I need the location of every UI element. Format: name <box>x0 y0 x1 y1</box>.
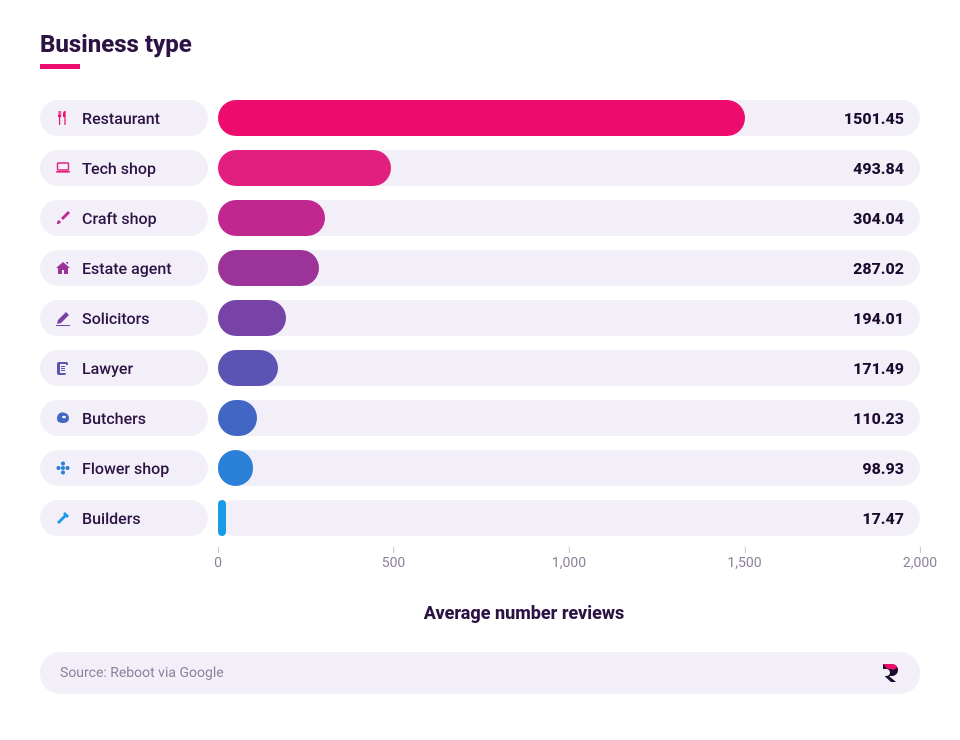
category-label: Tech shop <box>82 159 156 178</box>
axis-tick: 1,500 <box>727 549 761 571</box>
value-label: 493.84 <box>853 159 904 178</box>
axis-tick-label: 0 <box>214 555 222 571</box>
bar-fill <box>218 500 226 536</box>
x-axis-label: Average number reviews <box>128 603 920 624</box>
category-label: Butchers <box>82 409 146 428</box>
bar-fill <box>218 450 253 486</box>
title-underline <box>40 64 80 69</box>
brush-icon <box>54 209 72 227</box>
value-label: 304.04 <box>853 209 904 228</box>
bar-track: 194.01 <box>218 300 920 336</box>
category-label: Flower shop <box>82 459 169 478</box>
bar-fill <box>218 200 325 236</box>
axis-tick-label: 1,000 <box>552 555 586 571</box>
bar-track: 1501.45 <box>218 100 920 136</box>
value-label: 98.93 <box>862 459 904 478</box>
category-label-pill: Builders <box>40 500 208 536</box>
chart-row: 194.01 Solicitors <box>40 299 920 337</box>
category-label-pill: Tech shop <box>40 150 208 186</box>
value-label: 110.23 <box>853 409 904 428</box>
chart-row: 98.93 Flower shop <box>40 449 920 487</box>
chart-area: 1501.45 Restaurant 493.84 Tech shop 304.04 Cr… <box>40 99 920 537</box>
bar-track: 493.84 <box>218 150 920 186</box>
axis-tick: 0 <box>214 549 222 571</box>
category-label-pill: Estate agent <box>40 250 208 286</box>
category-label-pill: Solicitors <box>40 300 208 336</box>
category-label: Craft shop <box>82 209 157 228</box>
value-label: 171.49 <box>853 359 904 378</box>
value-label: 194.01 <box>853 309 904 328</box>
category-label-pill: Butchers <box>40 400 208 436</box>
chart-row: 1501.45 Restaurant <box>40 99 920 137</box>
category-label: Estate agent <box>82 259 172 278</box>
axis-tick: 2,000 <box>903 549 937 571</box>
category-label: Restaurant <box>82 109 160 128</box>
axis-tick-label: 2,000 <box>903 555 937 571</box>
bar-fill <box>218 350 278 386</box>
utensils-icon <box>54 109 72 127</box>
axis-tick: 1,000 <box>552 549 586 571</box>
flower-icon <box>54 459 72 477</box>
value-label: 17.47 <box>862 509 904 528</box>
pen-icon <box>54 309 72 327</box>
home-icon <box>54 259 72 277</box>
category-label: Lawyer <box>82 359 133 378</box>
bar-track: 110.23 <box>218 400 920 436</box>
chart-row: 287.02 Estate agent <box>40 249 920 287</box>
bar-track: 287.02 <box>218 250 920 286</box>
value-label: 1501.45 <box>844 109 904 128</box>
category-label: Builders <box>82 509 141 528</box>
brand-logo-icon <box>878 660 904 686</box>
bar-fill <box>218 250 319 286</box>
bar-fill <box>218 150 391 186</box>
source-text: Source: Reboot via Google <box>60 665 224 681</box>
x-axis: 05001,0001,5002,000 <box>218 549 920 579</box>
bar-fill <box>218 100 745 136</box>
axis-tick: 500 <box>382 549 406 571</box>
chart-row: 493.84 Tech shop <box>40 149 920 187</box>
chart-row: 171.49 Lawyer <box>40 349 920 387</box>
hammer-icon <box>54 509 72 527</box>
axis-tick-label: 500 <box>382 555 406 571</box>
category-label-pill: Restaurant <box>40 100 208 136</box>
axis-tick-label: 1,500 <box>727 555 761 571</box>
bar-track: 17.47 <box>218 500 920 536</box>
chart-row: 304.04 Craft shop <box>40 199 920 237</box>
laptop-icon <box>54 159 72 177</box>
category-label-pill: Craft shop <box>40 200 208 236</box>
bar-track: 171.49 <box>218 350 920 386</box>
category-label-pill: Flower shop <box>40 450 208 486</box>
chart-row: 17.47 Builders <box>40 499 920 537</box>
scroll-icon <box>54 359 72 377</box>
chart-title: Business type <box>40 30 920 58</box>
category-label: Solicitors <box>82 309 149 328</box>
bar-fill <box>218 400 257 436</box>
bar-fill <box>218 300 286 336</box>
steak-icon <box>54 409 72 427</box>
category-label-pill: Lawyer <box>40 350 208 386</box>
chart-row: 110.23 Butchers <box>40 399 920 437</box>
value-label: 287.02 <box>853 259 904 278</box>
bar-track: 98.93 <box>218 450 920 486</box>
source-footer: Source: Reboot via Google <box>40 652 920 694</box>
bar-track: 304.04 <box>218 200 920 236</box>
